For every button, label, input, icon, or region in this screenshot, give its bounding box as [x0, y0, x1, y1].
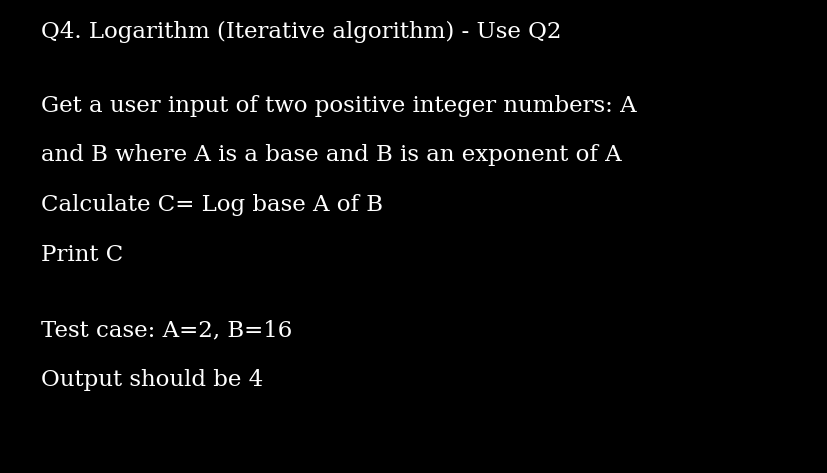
- Text: Test case: A=2, B=16: Test case: A=2, B=16: [41, 319, 293, 342]
- Text: Print C: Print C: [41, 244, 123, 266]
- Text: and B where A is a base and B is an exponent of A: and B where A is a base and B is an expo…: [41, 144, 621, 166]
- Text: Q4. Logarithm (Iterative algorithm) - Use Q2: Q4. Logarithm (Iterative algorithm) - Us…: [41, 21, 562, 44]
- Text: Calculate C= Log base A of B: Calculate C= Log base A of B: [41, 194, 383, 216]
- Text: Output should be 4: Output should be 4: [41, 369, 263, 391]
- Text: Get a user input of two positive integer numbers: A: Get a user input of two positive integer…: [41, 95, 636, 117]
